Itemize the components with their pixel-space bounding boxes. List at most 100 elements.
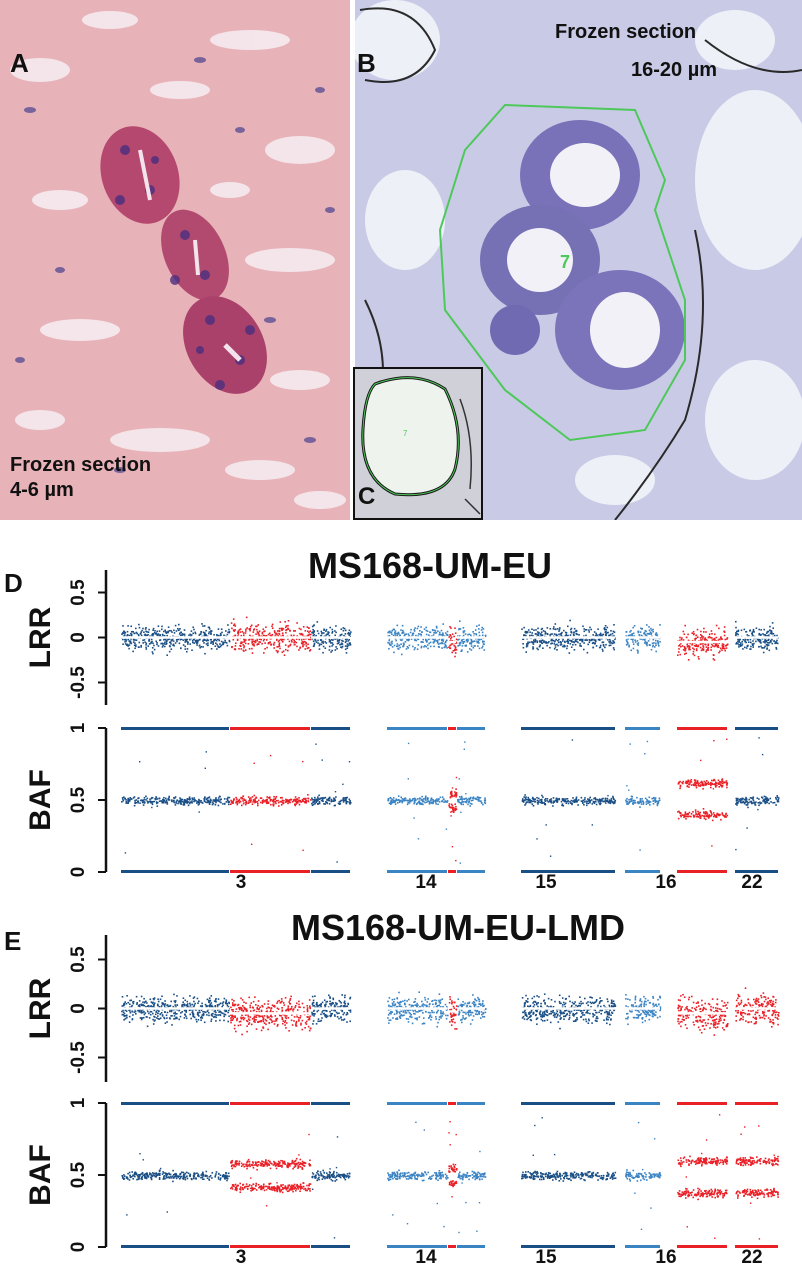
- baf-point: [605, 800, 607, 802]
- baf-point: [261, 799, 264, 802]
- baf-point: [642, 800, 644, 803]
- lrr-point: [192, 1014, 194, 1017]
- baf-segment-chr14-p: [387, 727, 449, 873]
- lrr-point: [329, 1015, 331, 1017]
- lrr-point: [195, 1009, 197, 1011]
- lrr-point: [253, 628, 256, 630]
- baf-point: [162, 799, 165, 801]
- baf-outlier: [348, 761, 351, 763]
- baf-point: [541, 798, 543, 801]
- lrr-point: [738, 639, 741, 641]
- lrr-point: [129, 999, 131, 1002]
- baf-point: [646, 798, 648, 801]
- lrr-point: [145, 1005, 147, 1008]
- lrr-point: [246, 1020, 249, 1023]
- lrr-point: [719, 650, 721, 653]
- lrr-point: [147, 631, 150, 633]
- lrr-point: [256, 640, 258, 642]
- lrr-point: [566, 645, 569, 647]
- lrr-point: [256, 638, 259, 640]
- lrr-point: [155, 633, 157, 635]
- baf-point: [428, 803, 431, 805]
- lrr-point: [344, 1003, 347, 1005]
- lrr-point: [596, 634, 598, 636]
- lrr-point: [558, 638, 560, 641]
- baf-point: [583, 804, 585, 806]
- baf-point: [639, 806, 641, 808]
- lrr-point: [163, 1003, 165, 1006]
- lrr-point: [448, 636, 450, 638]
- baf-point: [391, 802, 393, 804]
- lrr-point: [581, 638, 584, 640]
- lrr-point: [176, 1004, 178, 1006]
- lrr-point: [425, 645, 427, 648]
- lrr-point: [453, 635, 455, 638]
- lrr-point: [180, 638, 183, 640]
- lrr-point: [282, 634, 284, 637]
- lrr-point: [188, 1009, 191, 1012]
- lrr-point: [299, 1006, 301, 1009]
- lrr-point: [683, 647, 686, 650]
- lrr-point: [309, 638, 312, 641]
- lrr-point: [208, 628, 211, 630]
- lrr-point: [261, 1015, 264, 1017]
- baf-outlier: [405, 797, 407, 800]
- baf-point: [389, 802, 392, 804]
- lrr-point: [260, 1029, 263, 1032]
- lrr-point: [432, 642, 435, 644]
- baf-point: [741, 798, 743, 801]
- baf-point: [546, 798, 549, 800]
- lrr-point: [329, 1000, 331, 1003]
- lrr-point: [151, 634, 154, 637]
- lrr-point: [208, 999, 210, 1002]
- baf-point: [715, 815, 718, 817]
- lrr-point: [124, 641, 126, 643]
- baf-point: [458, 801, 461, 804]
- lrr-point: [451, 633, 454, 635]
- baf-point: [215, 801, 217, 804]
- baf-point: [629, 801, 631, 803]
- lrr-point: [131, 1018, 134, 1020]
- lrr-point: [166, 634, 168, 637]
- baf-point: [280, 797, 282, 799]
- lrr-point: [752, 644, 754, 647]
- lrr-point: [311, 995, 314, 998]
- lrr-point: [292, 1009, 294, 1011]
- lrr-point: [482, 641, 484, 643]
- lrr-point: [142, 1003, 144, 1006]
- lrr-point: [168, 630, 171, 632]
- lrr-point: [264, 642, 266, 644]
- baf-point: [172, 800, 175, 803]
- lrr-point: [147, 645, 149, 647]
- lrr-point: [595, 645, 598, 647]
- lrr-point: [156, 1017, 158, 1019]
- baf-point: [198, 798, 200, 801]
- baf-point: [697, 810, 699, 813]
- lrr-point: [641, 627, 643, 630]
- lrr-point: [413, 648, 416, 651]
- baf-point: [593, 797, 595, 800]
- lrr-point: [715, 644, 718, 646]
- lrr-point: [255, 1019, 257, 1021]
- baf-point: [296, 798, 298, 800]
- lrr-point: [332, 643, 334, 646]
- lrr-point: [203, 635, 206, 637]
- lrr-point: [173, 993, 175, 996]
- lrr-point: [720, 638, 722, 640]
- lrr-point: [253, 1018, 256, 1021]
- lrr-point: [253, 1009, 256, 1011]
- lrr-point: [184, 645, 186, 648]
- lrr-point: [411, 1022, 414, 1025]
- lrr-point: [481, 626, 483, 629]
- baf-point: [718, 814, 720, 816]
- lrr-point: [164, 1000, 166, 1002]
- lrr-point: [265, 634, 268, 637]
- baf-axis-label: BAF: [24, 769, 57, 831]
- baf-point: [689, 780, 691, 782]
- lrr-point: [524, 631, 527, 634]
- lrr-point: [335, 646, 337, 648]
- lrr-point: [141, 1004, 143, 1007]
- lrr-point: [325, 1014, 328, 1017]
- lrr-point: [335, 1003, 338, 1006]
- baf-point: [180, 803, 182, 805]
